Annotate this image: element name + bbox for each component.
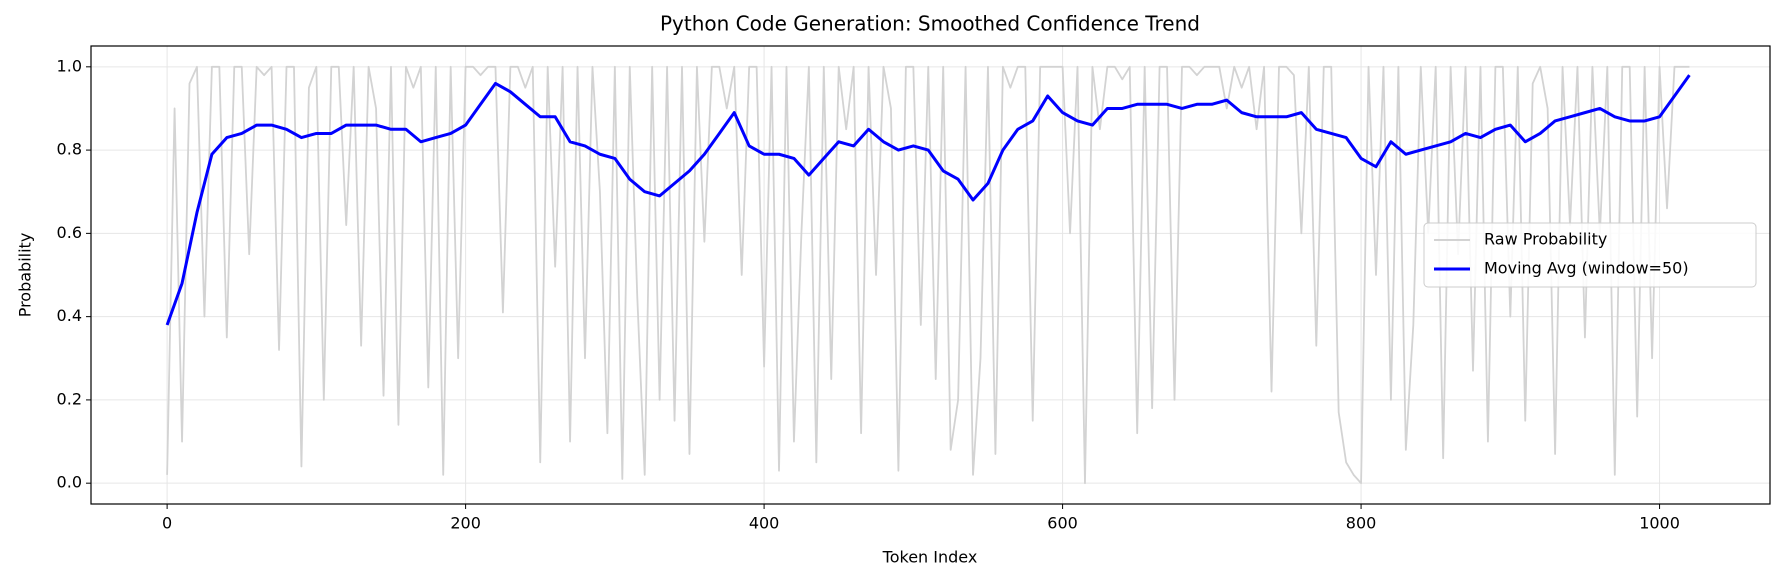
y-tick-label: 1.0 <box>57 56 82 75</box>
y-axis-label: Probability <box>16 233 35 318</box>
y-tick-label: 0.2 <box>57 389 82 408</box>
y-tick-label: 0.0 <box>57 473 82 492</box>
legend-box <box>1423 222 1757 288</box>
x-tick-label: 800 <box>1346 514 1377 533</box>
legend-label: Moving Avg (window=50) <box>1484 259 1689 278</box>
x-tick-label: 400 <box>749 514 780 533</box>
data-line <box>166 65 1690 485</box>
y-tick-label: 0.4 <box>57 306 82 325</box>
x-tick-label: 0 <box>162 514 172 533</box>
y-tick-label: 0.8 <box>57 140 82 159</box>
x-tick-label: 1000 <box>1639 514 1680 533</box>
x-tick-label: 600 <box>1047 514 1078 533</box>
data-line <box>165 74 1691 326</box>
legend-label: Raw Probability <box>1484 230 1607 249</box>
plot-frame <box>90 45 1771 505</box>
x-axis-label: Token Index <box>882 548 978 567</box>
x-tick-label: 200 <box>450 514 481 533</box>
y-tick-label: 0.6 <box>57 223 82 242</box>
chart-title: Python Code Generation: Smoothed Confide… <box>660 12 1200 36</box>
